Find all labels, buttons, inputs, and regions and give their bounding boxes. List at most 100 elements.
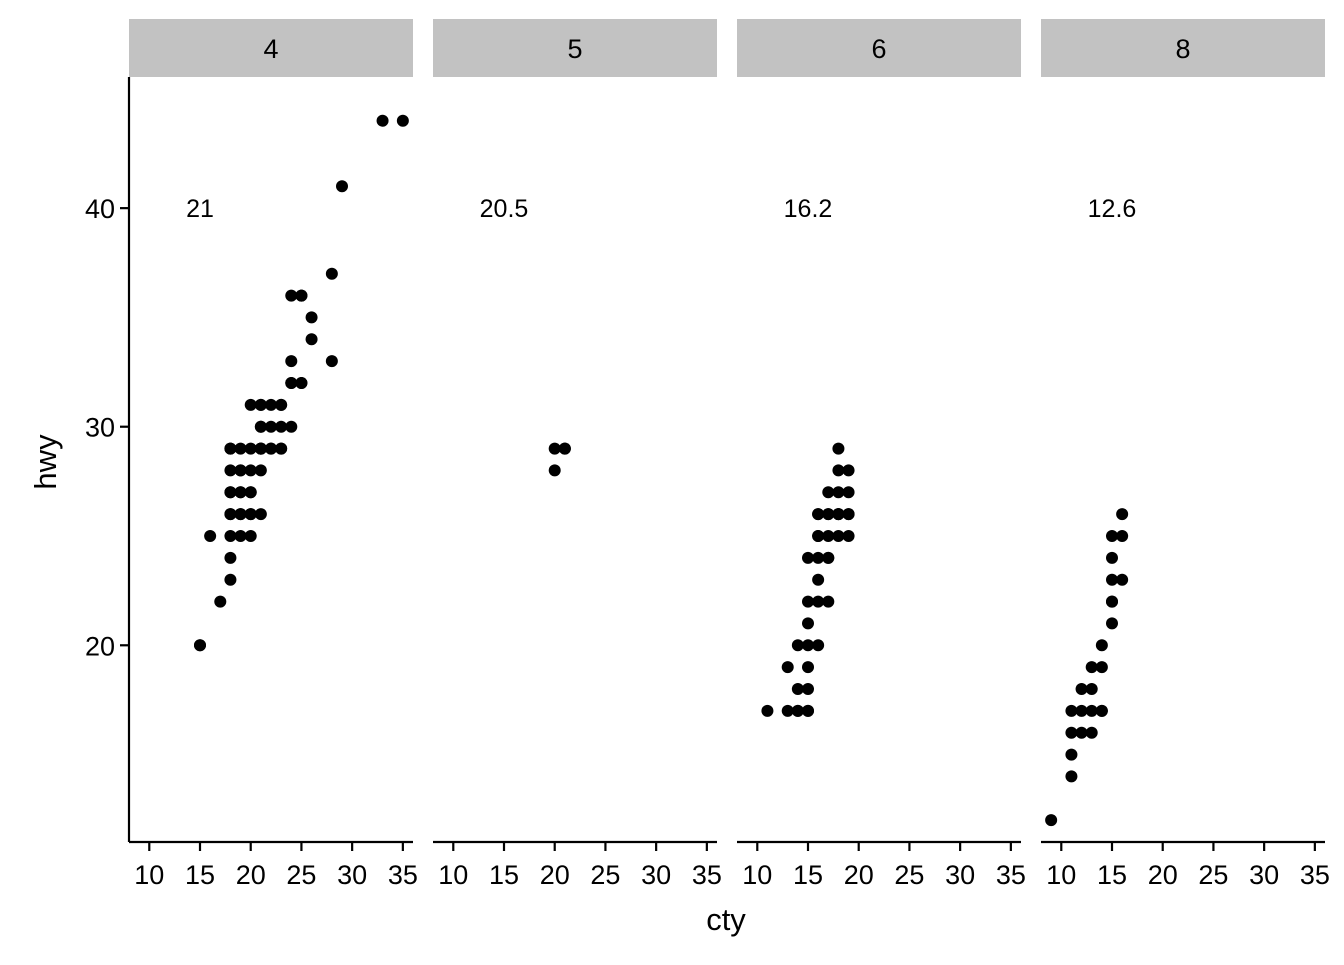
- data-point: [214, 595, 227, 608]
- facet-strip-label: 5: [567, 34, 582, 64]
- x-tick-label: 15: [489, 860, 519, 890]
- facet-strip: [737, 19, 1021, 77]
- x-axis-title: cty: [706, 902, 746, 937]
- data-point: [1045, 814, 1058, 827]
- data-point: [1106, 530, 1118, 542]
- facet-strip: [1041, 19, 1325, 77]
- x-tick-label: 10: [742, 860, 772, 890]
- data-point: [802, 595, 814, 608]
- data-point: [1085, 683, 1098, 695]
- data-point: [802, 661, 814, 674]
- facet-panel-8: 8 10 15 20 25 30 35 12.6: [1041, 19, 1330, 890]
- data-point: [1075, 726, 1088, 739]
- data-point: [224, 551, 237, 564]
- data-point: [842, 464, 855, 477]
- data-point: [224, 464, 237, 477]
- facet-annotation: 21: [186, 195, 214, 223]
- data-point: [285, 420, 298, 433]
- data-point: [832, 442, 845, 455]
- x-tick-label: 25: [590, 860, 620, 890]
- data-point: [234, 530, 247, 542]
- x-tick-label: 20: [1148, 860, 1178, 890]
- y-axis-title: hwy: [28, 434, 63, 490]
- data-point: [802, 551, 814, 564]
- data-point: [842, 530, 855, 542]
- x-tick-label: 25: [286, 860, 316, 890]
- data-point: [234, 442, 247, 455]
- data-point: [1095, 661, 1108, 674]
- x-tick-label: 30: [945, 860, 975, 890]
- data-point: [812, 573, 825, 586]
- data-point: [781, 661, 794, 674]
- data-point: [1075, 704, 1088, 717]
- data-point: [1116, 508, 1129, 521]
- data-point: [244, 464, 257, 477]
- data-point: [822, 595, 835, 608]
- data-point: [1106, 595, 1118, 608]
- x-tick-label: 30: [337, 860, 367, 890]
- data-point: [275, 398, 288, 411]
- facet-strip-label: 8: [1175, 34, 1190, 64]
- facet-strip-label: 4: [263, 34, 278, 64]
- x-tick-label: 15: [793, 860, 823, 890]
- data-point: [1085, 726, 1098, 739]
- data-point: [285, 355, 298, 368]
- facet-panels: 4 10 15 20 25 30 35 21 5 10 15 20 25 30 35 20.5 6 10 15 20 2…: [129, 19, 1330, 890]
- data-point: [254, 508, 267, 521]
- x-tick-label: 35: [996, 860, 1026, 890]
- data-point: [265, 442, 277, 455]
- x-tick-label: 35: [388, 860, 418, 890]
- data-point: [1095, 704, 1108, 717]
- facet-annotation: 20.5: [480, 195, 529, 223]
- data-point: [812, 551, 825, 564]
- data-point: [802, 617, 814, 630]
- x-tick-label: 20: [236, 860, 266, 890]
- data-point: [781, 704, 794, 717]
- data-point: [336, 180, 348, 193]
- data-point: [822, 551, 835, 564]
- facet-panel-5: 5 10 15 20 25 30 35 20.5: [433, 19, 722, 890]
- data-point: [832, 530, 845, 542]
- data-point: [305, 333, 318, 346]
- data-point: [234, 464, 247, 477]
- data-point: [791, 704, 804, 717]
- data-point: [1085, 704, 1098, 717]
- data-point: [761, 704, 774, 717]
- data-point: [224, 486, 237, 499]
- data-point: [1106, 573, 1118, 586]
- data-point: [224, 508, 237, 521]
- x-tick-label: 10: [1046, 860, 1076, 890]
- data-point: [802, 683, 814, 695]
- data-point: [194, 639, 206, 652]
- data-point: [244, 530, 257, 542]
- facet-strip: [433, 19, 717, 77]
- data-point: [822, 508, 835, 521]
- data-point: [1065, 726, 1078, 739]
- data-point: [1106, 551, 1118, 564]
- facet-annotation: 12.6: [1088, 195, 1137, 223]
- data-point: [265, 420, 277, 433]
- data-point: [224, 530, 237, 542]
- data-point: [234, 508, 247, 521]
- facet-panel-4: 4 10 15 20 25 30 35 21: [129, 19, 418, 890]
- data-point: [295, 289, 308, 302]
- data-point: [812, 508, 825, 521]
- data-point: [1075, 683, 1088, 695]
- data-point: [244, 398, 257, 411]
- y-tick-label: 30: [85, 413, 115, 443]
- data-point: [812, 530, 825, 542]
- data-point: [832, 508, 845, 521]
- x-tick-label: 20: [540, 860, 570, 890]
- data-point: [325, 355, 338, 368]
- data-point: [265, 398, 277, 411]
- y-tick-label: 40: [85, 194, 115, 224]
- data-point: [1116, 530, 1129, 542]
- facet-annotation: 16.2: [784, 195, 833, 223]
- data-point: [254, 398, 267, 411]
- data-point: [842, 486, 855, 499]
- data-point: [822, 530, 835, 542]
- data-point: [812, 639, 825, 652]
- facet-strip: [129, 19, 413, 77]
- data-point: [244, 508, 257, 521]
